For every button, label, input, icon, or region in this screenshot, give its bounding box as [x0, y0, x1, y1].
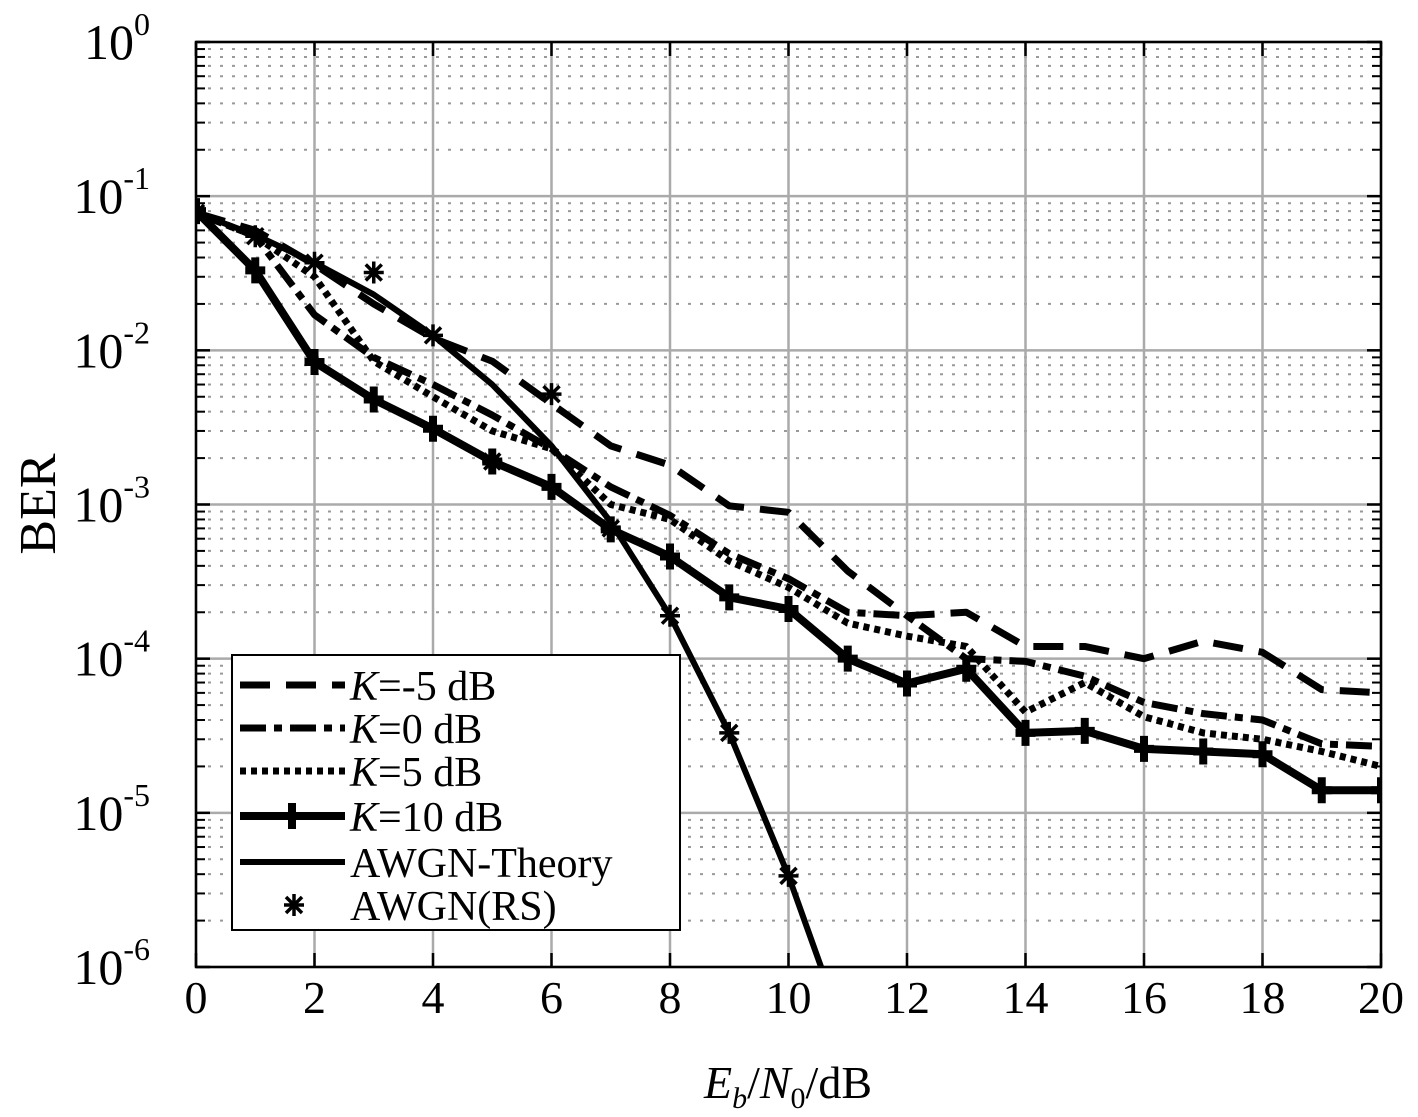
legend-entry: K=10 dB — [240, 795, 503, 841]
series-line — [196, 209, 1381, 750]
series-line — [196, 209, 1381, 770]
x-tick-label: 6 — [540, 972, 563, 1023]
plus-marker — [304, 349, 325, 376]
plus-marker — [1015, 719, 1036, 746]
series-awgn-rs- — [196, 201, 799, 887]
legend-label: K=-5 dB — [349, 664, 496, 710]
series-line — [196, 209, 1381, 697]
y-tick-label: 10-4 — [73, 623, 150, 687]
asterisk-marker — [423, 324, 443, 347]
y-tick-label: 10-1 — [73, 160, 150, 224]
plus-marker — [837, 645, 858, 672]
x-tick-label: 0 — [185, 972, 208, 1023]
plus-marker — [1193, 738, 1214, 765]
asterisk-marker — [778, 864, 799, 887]
x-tick-label: 8 — [659, 972, 682, 1023]
legend-entry: K=0 dB — [240, 707, 482, 753]
plus-marker — [660, 543, 680, 570]
legend-label: AWGN(RS) — [350, 884, 557, 930]
plus-marker — [719, 584, 740, 611]
x-tick-label: 16 — [1121, 972, 1167, 1023]
legend-entry: AWGN-Theory — [240, 841, 613, 887]
series-line — [196, 209, 824, 967]
plus-marker — [1371, 777, 1381, 804]
legend-entry: K=-5 dB — [240, 664, 496, 710]
plus-marker — [363, 386, 384, 413]
legend-entry: K=5 dB — [240, 750, 482, 796]
plus-marker — [423, 415, 443, 442]
series-awgn-theory — [196, 209, 824, 967]
x-tick-label: 10 — [766, 972, 812, 1023]
legend-label: K=0 dB — [349, 707, 482, 753]
asterisk-marker — [304, 251, 325, 274]
x-tick-label: 4 — [422, 972, 445, 1023]
plus-marker — [778, 595, 799, 622]
asterisk-marker — [660, 604, 680, 627]
plus-marker — [245, 257, 266, 284]
x-tick-label: 18 — [1240, 972, 1286, 1023]
asterisk-marker — [245, 225, 266, 248]
plus-marker — [897, 670, 917, 697]
legend-label: K=10 dB — [349, 795, 503, 841]
y-tick-label: 10-2 — [73, 314, 150, 378]
legend-label: AWGN-Theory — [350, 841, 613, 887]
x-tick-label: 20 — [1358, 972, 1404, 1023]
asterisk-marker — [541, 383, 562, 406]
legend-entry: AWGN(RS) — [284, 884, 557, 930]
plus-marker — [1252, 741, 1273, 768]
ticks: 100 10-1 10-2 10-3 10-4 10-5 10-6 0 2 4 6 8 10 12 14 16… — [73, 6, 1404, 1023]
series-k-5-db — [196, 209, 1381, 697]
legend: K=-5 dBK=0 dBK=5 dBK=10 dBAWGN-TheoryAWG… — [231, 654, 681, 931]
asterisk-marker — [719, 721, 740, 744]
series-k-5-db — [196, 209, 1381, 770]
y-tick-label: 10-6 — [73, 931, 150, 995]
legend-label: K=5 dB — [349, 750, 482, 796]
y-tick-label: 100 — [84, 6, 150, 70]
y-axis-label: BER — [10, 453, 67, 554]
plus-marker — [541, 473, 562, 500]
y-tick-label: 10-3 — [73, 469, 150, 533]
legend-box — [231, 654, 681, 931]
y-tick-label: 10-5 — [73, 777, 150, 841]
plus-marker — [282, 803, 302, 829]
asterisk-marker — [363, 261, 384, 284]
asterisk-marker — [600, 517, 621, 540]
series-k-0-db — [196, 209, 1381, 750]
series-layer — [196, 198, 1381, 967]
asterisk-marker — [482, 450, 503, 473]
plus-marker — [1134, 735, 1154, 762]
series-k-10-db — [196, 198, 1381, 804]
plus-marker — [1074, 717, 1095, 744]
x-tick-label: 2 — [303, 972, 326, 1023]
x-axis-label: Eb/N0/dB — [703, 1057, 872, 1115]
plus-marker — [1311, 777, 1332, 804]
plus-marker — [956, 655, 977, 682]
asterisk-marker — [284, 894, 304, 916]
x-tick-label: 14 — [1003, 972, 1049, 1023]
x-tick-label: 12 — [884, 972, 930, 1023]
